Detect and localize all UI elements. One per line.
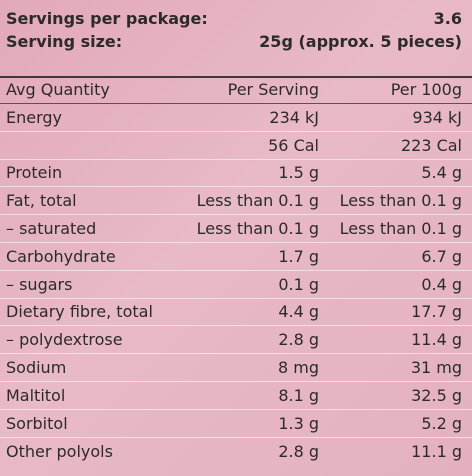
serving-size-row: Serving size: 25g (approx. 5 pieces)	[6, 31, 462, 54]
table-header-row: Avg Quantity Per Serving Per 100g	[0, 76, 472, 104]
per-100g-value: 934 kJ	[412, 107, 462, 127]
table-row: – polydextrose 2.8 g 11.4 g	[0, 326, 472, 355]
per-100g-value: 31 mg	[410, 358, 462, 378]
per-100g-value: Less than 0.1 g	[339, 219, 462, 239]
table-row: Maltitol 8.1 g 32.5 g	[0, 382, 472, 410]
header-per-100g: Per 100g	[390, 80, 462, 99]
serving-summary: Servings per package: 3.6 Serving size: …	[6, 8, 462, 54]
table-row: Sorbitol 1.3 g 5.2 g	[0, 410, 472, 438]
table-row: Protein 1.5 g 5.4 g	[0, 160, 472, 188]
nutrient-name: Fat, total	[6, 191, 77, 211]
table-row: Fat, total Less than 0.1 g Less than 0.1…	[0, 187, 472, 216]
table-row: – sugars 0.1 g 0.4 g	[0, 271, 472, 299]
nutrient-name: – saturated	[6, 219, 97, 239]
header-avg-quantity: Avg Quantity	[6, 80, 110, 99]
per-serving-value: Less than 0.1 g	[196, 219, 319, 239]
nutrient-name: – sugars	[6, 274, 73, 294]
per-serving-value: 4.4 g	[278, 302, 319, 322]
nutrient-name: Maltitol	[6, 385, 66, 405]
servings-per-package-value: 3.6	[433, 9, 462, 28]
per-100g-value: 0.4 g	[421, 274, 462, 294]
table-row: Carbohydrate 1.7 g 6.7 g	[0, 243, 472, 271]
nutrient-name: Carbohydrate	[6, 246, 116, 266]
per-100g-value: 32.5 g	[411, 385, 462, 405]
per-serving-value: 1.7 g	[278, 246, 319, 266]
per-100g-value: 5.2 g	[421, 413, 462, 433]
per-100g-value: Less than 0.1 g	[339, 191, 462, 211]
table-row: – saturated Less than 0.1 g Less than 0.…	[0, 215, 472, 243]
table-row: Dietary fibre, total 4.4 g 17.7 g	[0, 299, 472, 327]
per-100g-value: 17.7 g	[411, 302, 462, 322]
nutrient-name: Protein	[6, 163, 63, 183]
servings-per-package-label: Servings per package:	[6, 9, 208, 28]
per-100g-value: 5.4 g	[421, 163, 462, 183]
serving-size-value: 25g (approx. 5 pieces)	[259, 32, 462, 51]
per-serving-value: Less than 0.1 g	[196, 191, 319, 211]
header-per-serving: Per Serving	[227, 80, 319, 99]
table-row: Sodium 8 mg 31 mg	[0, 354, 472, 382]
nutrition-table: Avg Quantity Per Serving Per 100g Energy…	[0, 76, 472, 465]
per-serving-value: 1.5 g	[278, 163, 319, 183]
per-serving-value: 56 Cal	[268, 135, 319, 155]
per-100g-value: 11.4 g	[411, 330, 462, 350]
per-serving-value: 1.3 g	[278, 413, 319, 433]
per-serving-value: 0.1 g	[278, 274, 319, 294]
per-serving-value: 234 kJ	[269, 107, 319, 127]
table-row: Energy 234 kJ 934 kJ	[0, 104, 472, 132]
nutrient-name: – polydextrose	[6, 330, 123, 350]
nutrient-name: Sodium	[6, 358, 67, 378]
per-serving-value: 2.8 g	[278, 441, 319, 461]
per-100g-value: 11.1 g	[411, 441, 462, 461]
serving-size-label: Serving size:	[6, 32, 123, 51]
per-serving-value: 8 mg	[277, 358, 319, 378]
servings-per-package-row: Servings per package: 3.6	[6, 8, 462, 31]
per-serving-value: 8.1 g	[278, 385, 319, 405]
nutrient-name: Dietary fibre, total	[6, 302, 153, 322]
nutrient-name: Sorbitol	[6, 413, 68, 433]
per-100g-value: 223 Cal	[400, 135, 462, 155]
table-row: 56 Cal 223 Cal	[0, 132, 472, 160]
nutrient-name: Other polyols	[6, 441, 113, 461]
per-100g-value: 6.7 g	[421, 246, 462, 266]
summary-divider	[0, 76, 472, 78]
per-serving-value: 2.8 g	[278, 330, 319, 350]
table-row: Other polyols 2.8 g 11.1 g	[0, 438, 472, 466]
nutrient-name: Energy	[6, 107, 63, 127]
